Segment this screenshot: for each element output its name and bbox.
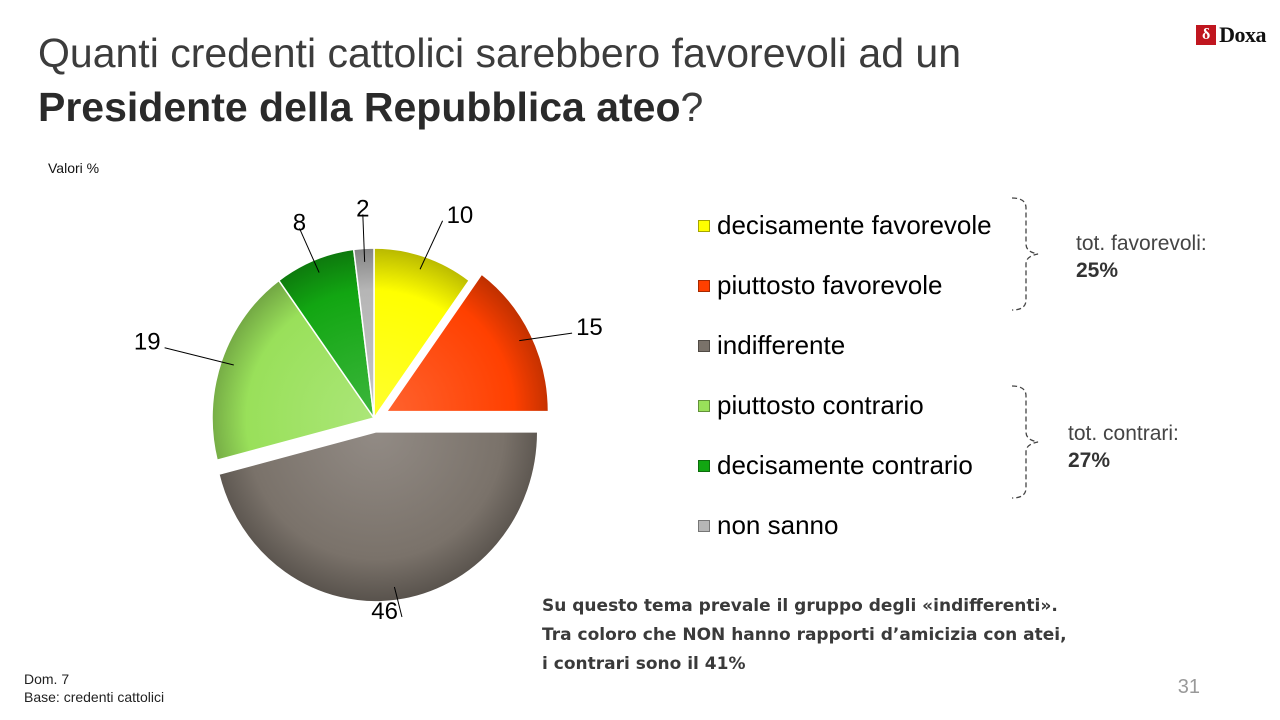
legend-item-decisamente-contrario: decisamente contrario	[698, 450, 973, 481]
footer-base: Base: credenti cattolici	[24, 689, 165, 705]
legend-label: piuttosto favorevole	[717, 270, 943, 300]
page-title-end: ?	[680, 84, 704, 130]
tot-favorevoli: tot. favorevoli: 25%	[1076, 230, 1207, 284]
legend-label: non sanno	[717, 510, 839, 540]
footer-notes: Dom. 7 Base: credenti cattolici	[24, 670, 164, 706]
legend-label: indifferente	[717, 330, 846, 360]
page-title-line1: Quanti credenti cattolici sarebbero favo…	[38, 30, 962, 76]
legend-item-piuttosto-contrario: piuttosto contrario	[698, 390, 924, 421]
leader-line-non-sanno	[362, 214, 366, 262]
leader-line-indifferente	[393, 586, 403, 618]
pie-slice-indifferente	[217, 431, 539, 603]
commentary-note: Su questo tema prevale il gruppo degli «…	[542, 592, 1067, 679]
tot-favorevoli-label: tot. favorevoli:	[1076, 232, 1207, 255]
page-title-line2: Presidente della Repubblica ateo?	[38, 84, 703, 131]
legend-swatch	[698, 399, 710, 412]
legend-item-non-sanno: non sanno	[698, 510, 838, 541]
legend-swatch	[698, 339, 710, 352]
leader-line-decisamente-contrario	[298, 228, 320, 273]
units-label: Valori %	[48, 160, 100, 176]
page-title-bold: Presidente della Repubblica ateo	[38, 84, 681, 130]
footer-question: Dom. 7	[24, 671, 70, 687]
data-label-piuttosto-favorevole: 15	[576, 314, 603, 341]
doxa-logo-mark-icon: δ	[1196, 25, 1217, 45]
pie-leader-lines	[164, 214, 573, 618]
legend-swatch	[698, 519, 710, 532]
data-label-decisamente-contrario: 8	[293, 209, 306, 236]
legend-item-piuttosto-favorevole: piuttosto favorevole	[698, 270, 942, 301]
favorevoli-bracket	[1011, 197, 1039, 311]
doxa-logo: δ Doxa	[1196, 22, 1266, 48]
tot-contrari-label: tot. contrari:	[1068, 422, 1179, 445]
data-label-piuttosto-contrario: 19	[134, 329, 161, 356]
page-number: 31	[1177, 676, 1200, 698]
doxa-logo-text: Doxa	[1219, 22, 1266, 47]
pie-slice-piuttosto-favorevole	[385, 273, 550, 413]
note-line-1: Su questo tema prevale il gruppo degli «…	[542, 596, 1058, 616]
legend-item-decisamente-favorevole: decisamente favorevole	[698, 210, 992, 241]
legend-label: decisamente favorevole	[717, 210, 992, 240]
pie-slice-piuttosto-contrario	[211, 279, 376, 462]
pie-data-labels: 10 15 46 19 8 2	[134, 195, 603, 625]
note-line-2: Tra coloro che NON hanno rapporti d’amic…	[542, 625, 1067, 645]
legend-label: decisamente contrario	[717, 450, 973, 480]
leader-line-decisamente-favorevole	[419, 220, 444, 270]
data-label-indifferente: 46	[371, 598, 398, 625]
note-line-3: i contrari sono il 41%	[542, 654, 746, 674]
pie-slices	[211, 247, 550, 603]
leader-line-piuttosto-contrario	[164, 347, 234, 366]
legend-item-indifferente: indifferente	[698, 330, 845, 361]
legend-swatch	[698, 279, 710, 292]
contrari-bracket	[1011, 385, 1039, 499]
leader-line-piuttosto-favorevole	[519, 332, 573, 342]
data-label-decisamente-favorevole: 10	[447, 202, 474, 229]
tot-contrari-value: 27%	[1068, 449, 1111, 472]
tot-contrari: tot. contrari: 27%	[1068, 420, 1179, 474]
tot-favorevoli-value: 25%	[1076, 259, 1119, 282]
legend-label: piuttosto contrario	[717, 390, 924, 420]
pie-slice-decisamente-favorevole	[373, 247, 471, 421]
legend-swatch	[698, 459, 710, 472]
legend-swatch	[698, 219, 710, 232]
data-label-non-sanno: 2	[356, 195, 369, 222]
